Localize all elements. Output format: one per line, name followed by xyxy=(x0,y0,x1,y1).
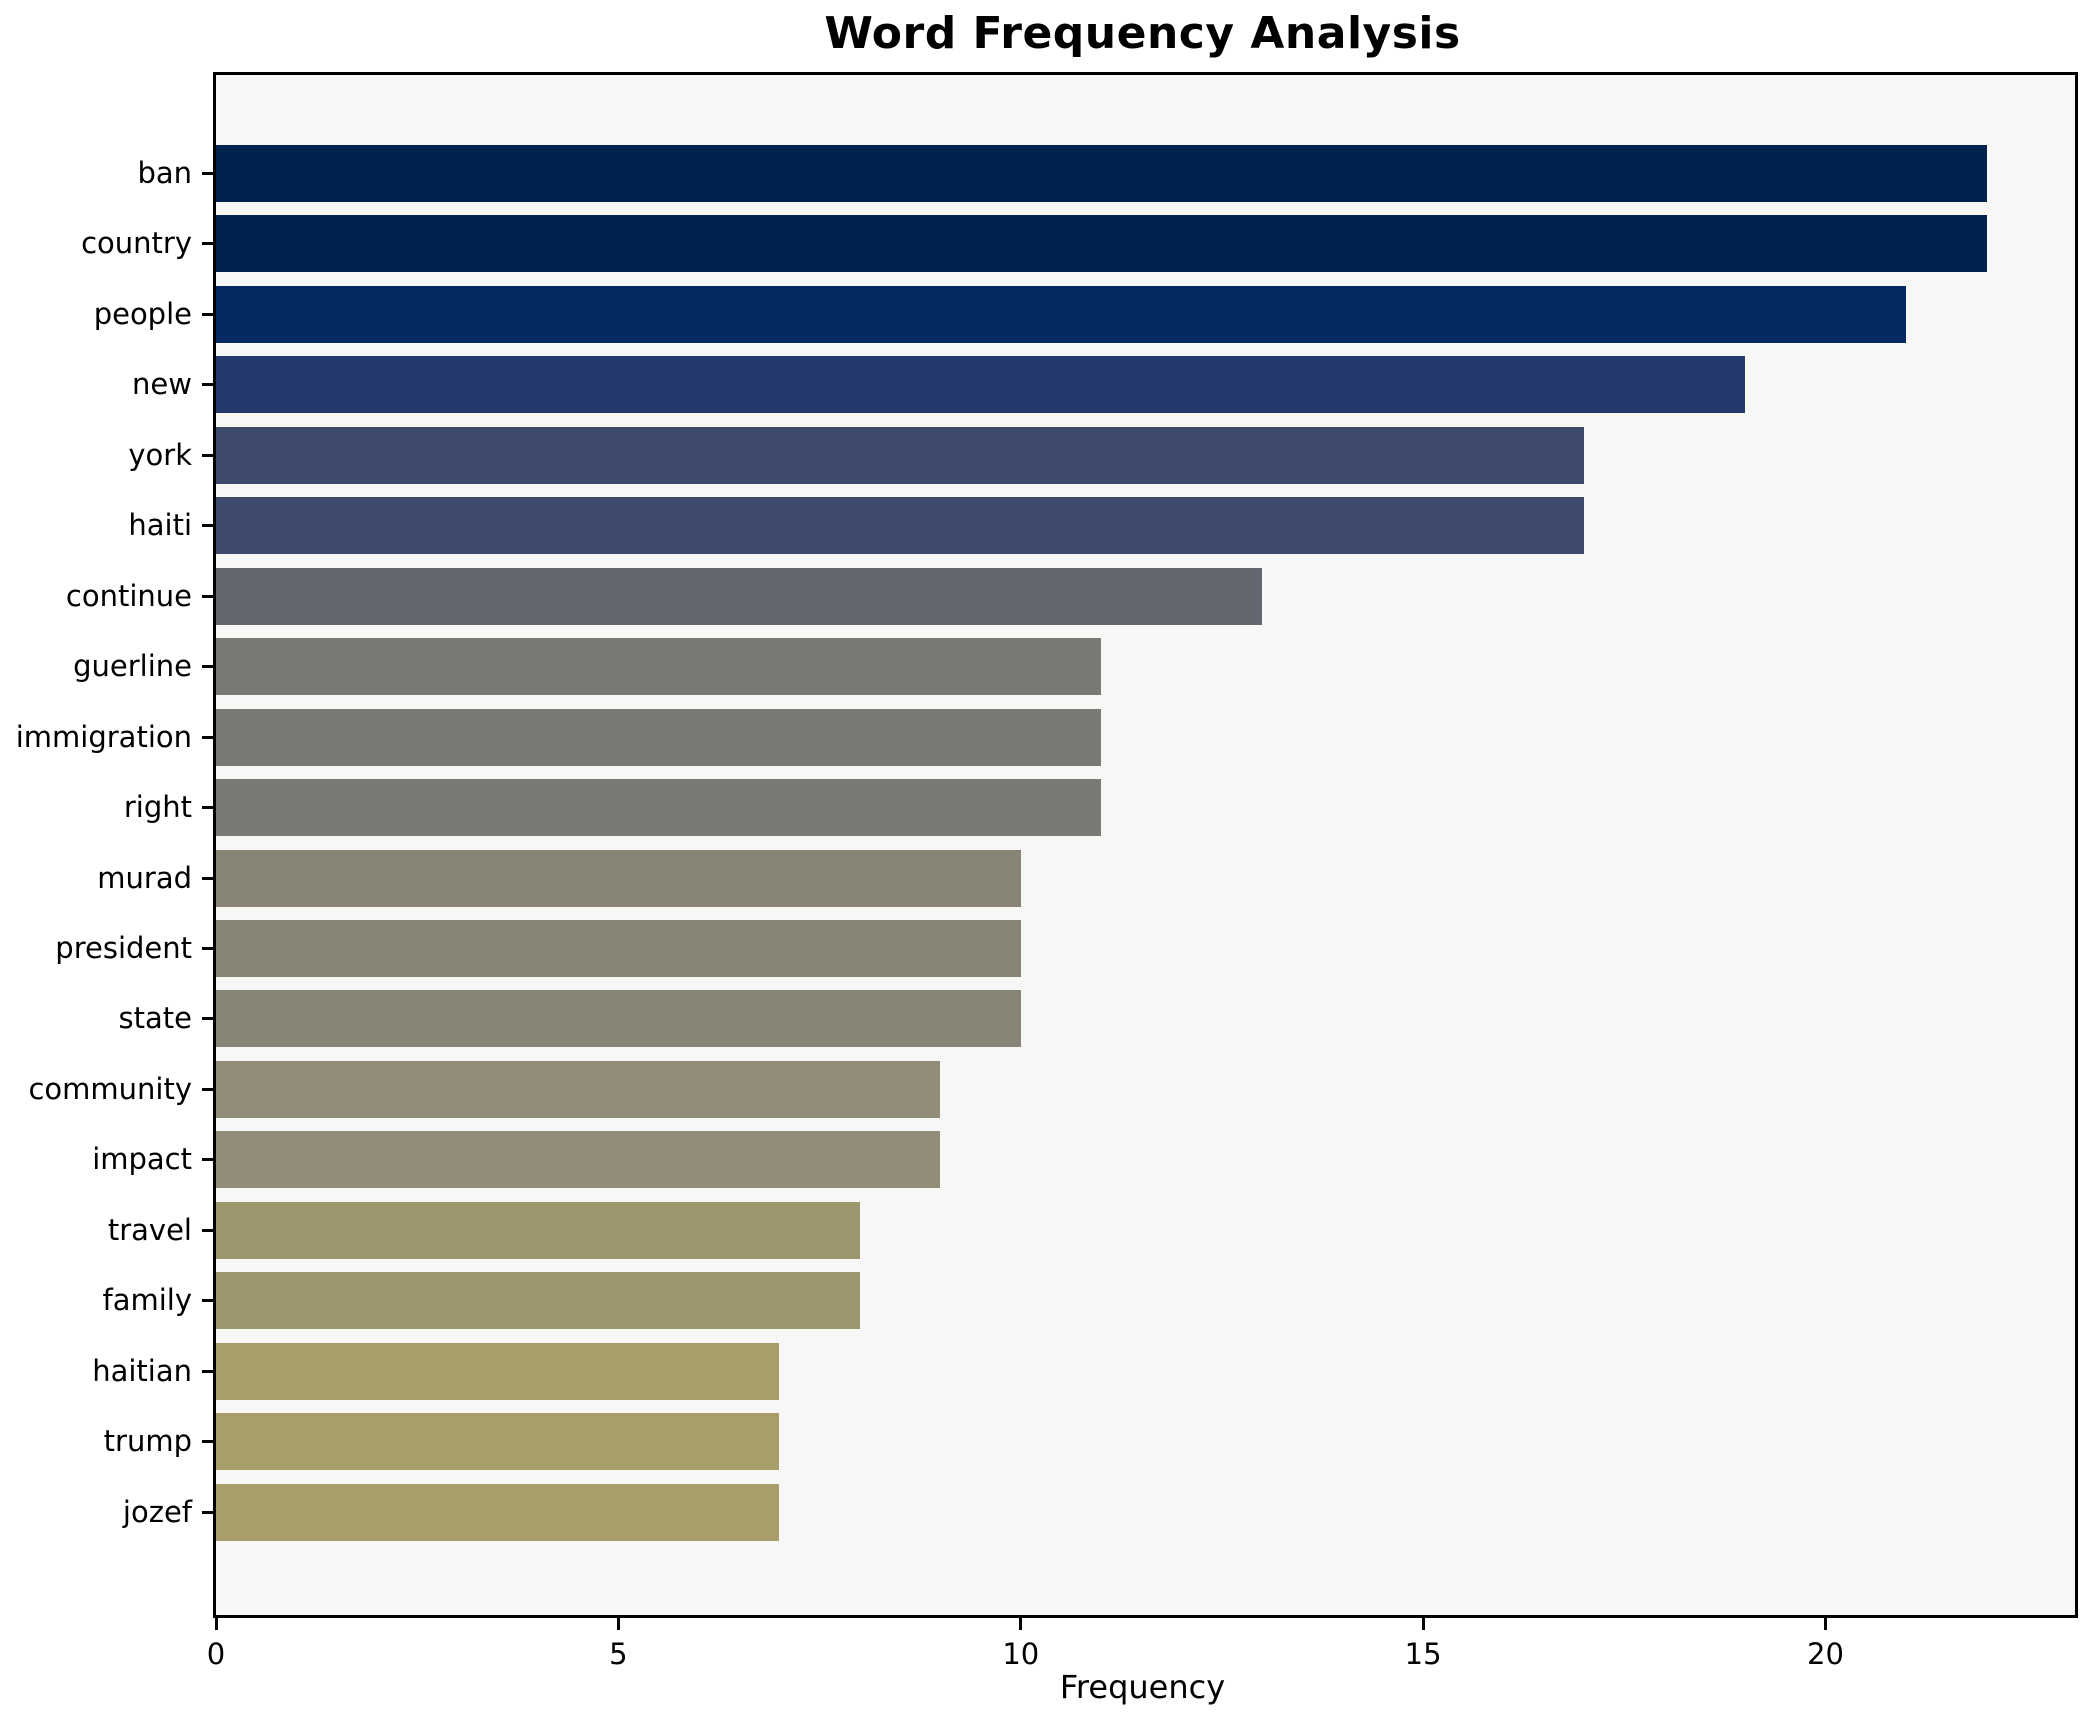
y-tick-label-travel: travel xyxy=(107,1212,192,1247)
y-tick-mark xyxy=(202,172,213,175)
y-tick-mark xyxy=(202,806,213,810)
bar-guerline xyxy=(216,638,1102,696)
bar-trump xyxy=(216,1413,780,1471)
y-tick-mark xyxy=(202,1228,213,1232)
bar-continue xyxy=(216,567,1263,625)
y-tick-mark xyxy=(202,947,213,950)
y-tick-label-guerline: guerline xyxy=(73,649,192,684)
y-tick-mark xyxy=(202,312,213,316)
bar-family xyxy=(216,1272,860,1330)
y-tick-label-york: york xyxy=(128,437,192,472)
y-tick-label-president: president xyxy=(55,931,192,965)
bar-travel xyxy=(216,1201,860,1259)
y-tick-label-ban: ban xyxy=(137,156,192,190)
y-tick-mark xyxy=(202,1369,213,1373)
y-tick-label-family: family xyxy=(102,1283,192,1318)
bar-state xyxy=(216,990,1021,1048)
chart-title: Word Frequency Analysis xyxy=(824,8,1461,59)
y-tick-label-haitian: haitian xyxy=(92,1353,192,1388)
y-tick-mark xyxy=(202,1299,213,1303)
y-tick-label-state: state xyxy=(118,1001,192,1036)
bar-york xyxy=(216,426,1585,484)
y-tick-mark xyxy=(202,453,213,457)
y-tick-mark xyxy=(202,594,213,598)
x-tick-mark xyxy=(1421,1618,1425,1630)
y-tick-mark xyxy=(202,242,213,246)
y-tick-label-impact: impact xyxy=(92,1142,192,1177)
plot-area: ban country people new york haiti continue guer… xyxy=(16,72,2078,1671)
x-tick-label-10: 10 xyxy=(1002,1637,1040,1671)
bar-ban xyxy=(216,145,1987,202)
x-tick-label-5: 5 xyxy=(609,1637,628,1671)
y-tick-mark xyxy=(202,1158,213,1162)
bar-new xyxy=(216,356,1745,414)
y-tick-mark xyxy=(202,1510,213,1514)
y-tick-label-trump: trump xyxy=(103,1424,192,1459)
y-tick-mark xyxy=(202,1087,213,1091)
y-tick-label-right: right xyxy=(123,790,192,825)
bar-people xyxy=(216,285,1906,343)
bar-haiti xyxy=(216,497,1585,555)
x-tick-mark xyxy=(616,1618,620,1630)
y-tick-mark xyxy=(202,876,213,880)
y-tick-label-new: new xyxy=(132,367,192,402)
bar-country xyxy=(216,215,1987,273)
y-tick-label-continue: continue xyxy=(65,578,192,613)
x-tick-mark xyxy=(1824,1618,1827,1630)
bar-murad xyxy=(216,849,1021,907)
bar-immigration xyxy=(216,708,1102,766)
x-tick-mark xyxy=(1019,1618,1023,1630)
y-tick-mark xyxy=(202,383,213,387)
y-tick-mark xyxy=(202,1440,213,1444)
y-tick-label-immigration: immigration xyxy=(15,719,192,754)
y-tick-label-people: people xyxy=(93,296,192,331)
y-tick-label-country: country xyxy=(81,226,192,261)
x-tick-label-20: 20 xyxy=(1807,1637,1844,1671)
bar-impact xyxy=(216,1131,941,1189)
y-tick-label-community: community xyxy=(28,1071,192,1106)
y-tick-label-murad: murad xyxy=(97,860,192,895)
x-tick-label-0: 0 xyxy=(206,1637,226,1671)
bar-right xyxy=(216,779,1102,837)
y-tick-mark xyxy=(202,665,213,669)
y-tick-mark xyxy=(202,1017,213,1021)
y-tick-mark xyxy=(202,735,213,739)
bar-jozef xyxy=(216,1483,780,1541)
y-tick-label-haiti: haiti xyxy=(128,508,192,543)
y-tick-label-jozef: jozef xyxy=(122,1494,192,1529)
x-axis-label: Frequency xyxy=(1059,1668,1226,1706)
y-tick-mark xyxy=(202,524,213,528)
bar-community xyxy=(216,1060,941,1118)
bar-president xyxy=(216,920,1021,977)
x-tick-mark xyxy=(214,1618,218,1630)
bar-haitian xyxy=(216,1342,780,1400)
x-tick-label-15: 15 xyxy=(1404,1637,1442,1671)
